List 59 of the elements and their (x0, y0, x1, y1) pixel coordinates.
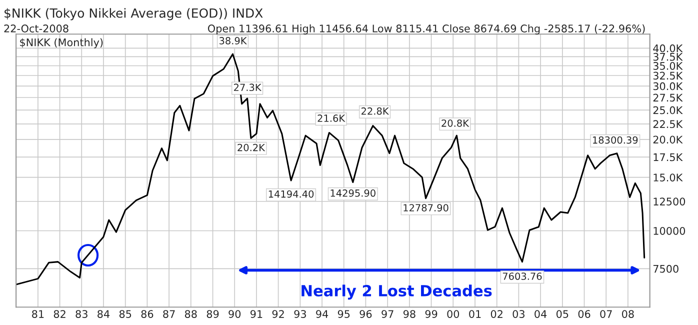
annotation: 20.2K (238, 144, 266, 152)
x-tick-label: 82 (54, 310, 66, 318)
x-tick-label: 91 (250, 310, 262, 318)
x-tick-label: 08 (622, 310, 634, 318)
x-tick-label: 95 (338, 310, 350, 318)
x-tick-label: 94 (316, 310, 328, 318)
x-tick-label: 98 (403, 310, 416, 318)
x-tick-label: 84 (98, 310, 110, 318)
annotation: Nearly 2 Lost Decades (302, 284, 492, 300)
chart-title: $NIKK (Tokyo Nikkei Average (EOD)) INDX (4, 8, 263, 20)
x-tick-label: 88 (184, 310, 197, 318)
annotation: 14194.40 (268, 190, 314, 198)
y-tick-label: 40.0K (653, 44, 683, 52)
x-tick-label: 87 (163, 310, 175, 318)
annotation: Open 11396.61 High 11456.64 Low 8115.41 Close 8674.69 Chg -2585.17 (-22.96%) (208, 24, 645, 34)
y-tick-label: 12500 (654, 198, 686, 206)
annotation: 27.3K (234, 84, 262, 92)
x-tick-label: 97 (382, 310, 394, 318)
y-tick-label: 7500 (653, 264, 678, 273)
y-tick-label: 17.5K (654, 153, 683, 162)
x-tick-label: 83 (76, 310, 88, 318)
annotation: 18300.39 (593, 136, 638, 144)
x-tick-label: 06 (578, 310, 590, 318)
x-tick-label: 03 (512, 310, 524, 318)
x-tick-label: 05 (556, 310, 568, 318)
chart-subtitle: 22-Oct-2008 (4, 24, 68, 32)
y-tick-label: 20.0K (653, 136, 683, 144)
x-tick-label: 89 (206, 310, 219, 318)
y-tick-label: 30.0K (653, 82, 683, 90)
annotation: 12787.90 (404, 204, 448, 212)
y-tick-label: 22.5K (653, 120, 683, 128)
annotation: 22.8K (362, 107, 390, 115)
annotation: 38.9K (219, 37, 247, 44)
y-tick-label: 27.5K (653, 94, 683, 102)
x-tick-label: 85 (119, 310, 132, 318)
y-tick-label: 37.5K (653, 52, 683, 61)
x-tick-label: 07 (600, 310, 612, 318)
x-tick-label: 99 (425, 310, 438, 318)
annotation: 21.6K (318, 114, 346, 122)
y-tick-label: 32.5K (653, 72, 683, 80)
x-tick-label: 01 (469, 310, 481, 318)
y-tick-label: 25.0K (653, 106, 683, 114)
x-tick-label: 93 (294, 310, 306, 318)
line-series (16, 53, 646, 286)
x-tick-label: 02 (490, 310, 502, 318)
x-tick-label: 04 (534, 310, 547, 318)
annotation: 7603.76 (502, 272, 542, 280)
x-tick-label: 00 (447, 310, 460, 318)
x-tick-label: 81 (32, 310, 44, 318)
x-tick-label: 90 (228, 310, 241, 318)
annotation: $NIKK (Monthly) (20, 38, 103, 48)
y-tick-label: 15.0K (654, 174, 683, 182)
annotation: 20.8K (442, 120, 470, 127)
annotation: 14295.90 (330, 189, 376, 197)
x-tick-label: 86 (141, 310, 154, 318)
x-tick-label: 96 (360, 310, 372, 318)
y-tick-label: 10000 (654, 226, 686, 235)
y-tick-label: 35.0K (653, 62, 683, 70)
x-tick-label: 92 (272, 310, 284, 318)
